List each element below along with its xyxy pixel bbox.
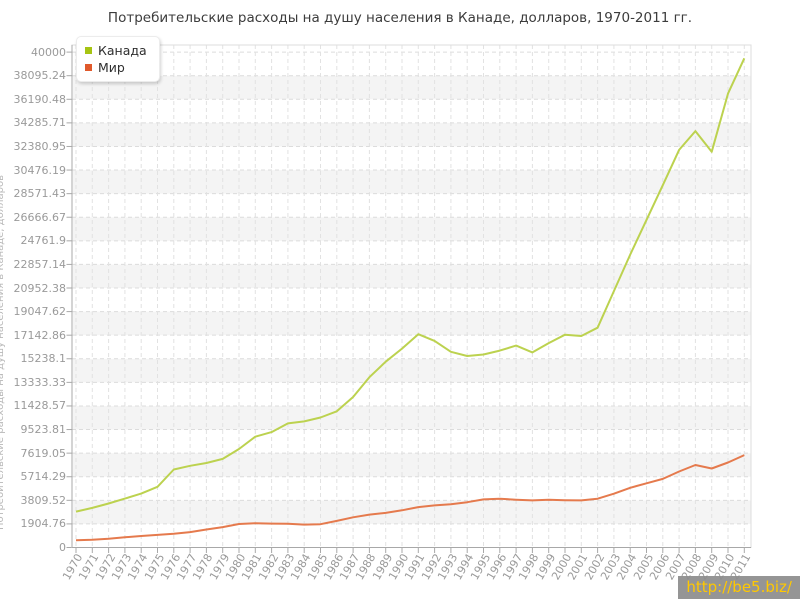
y-tick-label: 34285.71 bbox=[13, 116, 67, 130]
legend-label-canada: Канада bbox=[98, 43, 147, 58]
y-tick-label: 1904.76 bbox=[20, 517, 67, 531]
y-tick-label: 38095.24 bbox=[13, 69, 67, 83]
plot-band bbox=[73, 382, 751, 406]
legend-swatch-world-icon bbox=[85, 64, 92, 71]
y-tick-label: 22857.14 bbox=[13, 257, 67, 271]
plot-band bbox=[73, 75, 751, 100]
plot-band bbox=[73, 264, 751, 289]
plot-band bbox=[73, 122, 751, 147]
legend-label-world: Мир bbox=[98, 60, 125, 75]
plot-band bbox=[73, 476, 751, 501]
plot-band bbox=[73, 52, 751, 76]
plot-band bbox=[73, 217, 751, 241]
legend-item-world[interactable]: Мир bbox=[85, 59, 147, 76]
legend-item-canada[interactable]: Канада bbox=[85, 42, 147, 59]
y-tick-label: 26666.67 bbox=[13, 210, 67, 224]
y-tick-label: 19047.62 bbox=[13, 305, 67, 319]
y-tick-label: 28571.43 bbox=[13, 187, 67, 201]
y-tick-label: 32380.95 bbox=[13, 139, 67, 153]
plot-band bbox=[73, 288, 751, 312]
y-tick-label: 40000 bbox=[31, 45, 66, 59]
y-tick-label: 30476.19 bbox=[13, 163, 67, 177]
plot-band bbox=[73, 311, 751, 336]
y-tick-label: 7619.05 bbox=[20, 446, 67, 460]
series-line-world bbox=[75, 454, 745, 542]
watermark-link[interactable]: http://be5.biz/ bbox=[678, 576, 800, 599]
plot-band bbox=[73, 358, 751, 383]
chart-title: Потребительские расходы на душу населени… bbox=[107, 10, 693, 26]
y-tick-label: 11428.57 bbox=[13, 399, 67, 413]
plot-band bbox=[73, 523, 751, 548]
y-tick-label: 15238.1 bbox=[20, 352, 67, 366]
plot-band bbox=[73, 453, 751, 477]
plot-band bbox=[73, 500, 751, 524]
y-tick-label: 13333.33 bbox=[13, 375, 67, 389]
plot-band bbox=[73, 405, 751, 430]
plot-band bbox=[73, 99, 751, 123]
series-line-canada bbox=[75, 57, 746, 513]
plot-band bbox=[73, 240, 751, 265]
plot-band bbox=[73, 146, 751, 171]
y-tick-label: 36190.48 bbox=[13, 92, 67, 106]
y-tick-label: 24761.9 bbox=[20, 234, 67, 248]
y-tick-label: 20952.38 bbox=[13, 281, 67, 295]
legend: Канада Мир bbox=[76, 36, 160, 82]
plot-band bbox=[73, 429, 751, 454]
legend-swatch-canada-icon bbox=[85, 47, 92, 54]
y-tick-label: 3809.52 bbox=[20, 493, 67, 507]
y-tick-label: 9523.81 bbox=[20, 423, 67, 437]
y-tick-label: 5714.29 bbox=[20, 470, 67, 484]
plot-band bbox=[73, 170, 751, 194]
y-tick-label: 0 bbox=[59, 541, 66, 554]
y-tick-label: 17142.86 bbox=[13, 328, 67, 342]
